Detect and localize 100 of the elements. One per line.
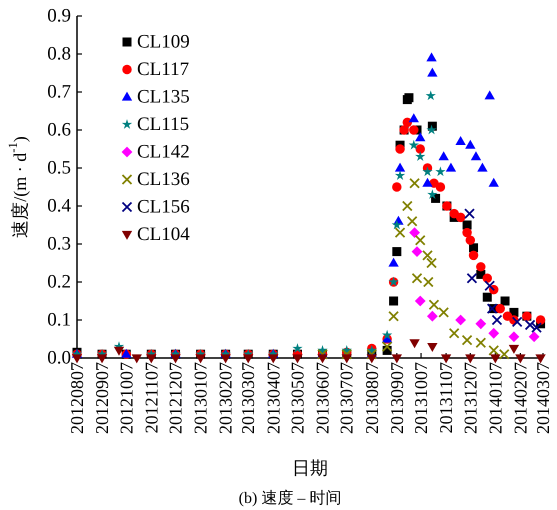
point xyxy=(402,118,412,128)
point xyxy=(392,247,402,256)
point xyxy=(428,299,440,310)
point xyxy=(292,343,303,353)
x-tick-label: 20140107 xyxy=(485,362,506,434)
point xyxy=(414,296,426,306)
legend-label: CL136 xyxy=(137,169,190,190)
point xyxy=(412,246,422,257)
legend-label: CL142 xyxy=(137,142,190,162)
point xyxy=(394,170,406,180)
x-tick-label: 20131007 xyxy=(411,362,432,434)
point xyxy=(536,315,546,325)
text: (b) 速度 – 时间 xyxy=(238,489,342,507)
legend-label: CL135 xyxy=(137,86,190,108)
point xyxy=(426,124,437,134)
legend-label: CL104 xyxy=(137,224,190,245)
point xyxy=(475,318,486,330)
x-tick-label: 20121007 xyxy=(116,362,136,434)
point xyxy=(382,341,393,352)
point xyxy=(455,136,466,145)
point xyxy=(409,339,420,348)
x-tick-label: 20140207 xyxy=(510,362,530,434)
point xyxy=(524,320,536,330)
point xyxy=(438,151,449,160)
x-tick-label: 20120907 xyxy=(92,362,112,434)
x-tick-label: 20140307 xyxy=(533,362,553,434)
point xyxy=(132,354,142,364)
point xyxy=(482,292,492,302)
point xyxy=(422,276,434,288)
point xyxy=(466,272,478,284)
point xyxy=(475,337,486,348)
point xyxy=(394,227,406,238)
point xyxy=(388,258,399,267)
y-tick-label: 0.3 xyxy=(47,234,71,254)
point xyxy=(465,140,476,149)
point xyxy=(436,182,446,192)
x-tick-label: 20131207 xyxy=(460,362,480,434)
point xyxy=(409,178,420,189)
point xyxy=(426,310,438,322)
point xyxy=(392,182,402,192)
point xyxy=(415,132,426,142)
point xyxy=(476,262,486,272)
x-tick-label: 20131107 xyxy=(436,362,456,434)
point xyxy=(482,273,492,283)
x-tick-label: 20130807 xyxy=(362,362,382,434)
point xyxy=(456,212,466,222)
point xyxy=(409,227,420,238)
point xyxy=(408,113,419,122)
x-tick-label: 20130407 xyxy=(263,362,284,434)
point xyxy=(468,250,478,260)
y-tick-label: 0.9 xyxy=(47,6,71,26)
point xyxy=(412,272,422,284)
point xyxy=(488,178,499,187)
point xyxy=(415,151,426,161)
legend-label: CL115 xyxy=(137,114,190,135)
point xyxy=(406,216,418,227)
point xyxy=(427,343,438,352)
point xyxy=(508,331,520,342)
point xyxy=(416,144,425,154)
point xyxy=(486,303,498,314)
x-axis-title: 日期 xyxy=(292,458,328,479)
point xyxy=(488,345,500,356)
point xyxy=(535,354,546,364)
point xyxy=(448,328,460,339)
point xyxy=(477,162,488,172)
point xyxy=(409,125,419,135)
x-tick-label: 20130607 xyxy=(312,362,333,434)
x-tick-label: 20121207 xyxy=(166,362,186,434)
x-tick-label: 20130907 xyxy=(386,362,407,434)
point xyxy=(382,330,392,340)
point xyxy=(388,310,399,322)
y-tick-label: 0.4 xyxy=(47,196,72,216)
point xyxy=(500,296,510,306)
y-tick-label: 0.1 xyxy=(47,310,71,330)
point xyxy=(427,68,438,77)
point xyxy=(512,316,523,328)
y-tick-label: 0.8 xyxy=(47,44,71,64)
point xyxy=(464,208,475,219)
point xyxy=(495,304,505,314)
point xyxy=(427,189,438,199)
point xyxy=(462,228,472,238)
legend-label: CL156 xyxy=(137,196,190,218)
point xyxy=(462,334,472,346)
point xyxy=(466,235,476,245)
x-tick-label: 20130307 xyxy=(238,362,258,434)
point xyxy=(455,314,466,326)
point xyxy=(422,250,433,261)
x-tick-label: 20130507 xyxy=(287,362,308,434)
point xyxy=(528,331,540,342)
point xyxy=(484,280,496,292)
y-tick-label: 0.6 xyxy=(47,120,71,140)
point xyxy=(498,348,510,360)
x-tick-label: 20121107 xyxy=(141,362,162,434)
y-tick-label: 0.2 xyxy=(47,272,71,292)
point xyxy=(531,322,542,333)
point xyxy=(426,258,437,268)
point xyxy=(414,234,426,246)
point xyxy=(422,178,433,187)
legend-label: CL117 xyxy=(137,59,190,80)
point xyxy=(435,166,446,176)
